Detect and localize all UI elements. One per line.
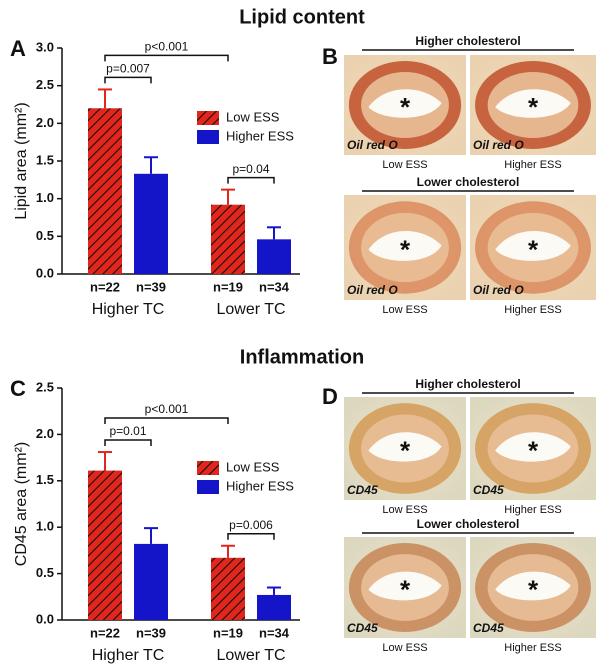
y-tick-label: 0.0 — [36, 265, 54, 280]
panel-letter: C — [10, 376, 26, 401]
significance-bracket — [104, 76, 152, 84]
y-tick-label: 1.5 — [36, 472, 54, 487]
legend-swatch — [197, 480, 219, 494]
significance-label: p=0.04 — [232, 162, 269, 176]
lumen-marker: * — [528, 574, 539, 604]
stain-label: Oil red O — [473, 283, 524, 297]
significance-bracket — [104, 439, 152, 447]
y-tick-label: 0.5 — [36, 228, 54, 243]
group-heading: Higher cholesterol — [415, 34, 520, 48]
panel-letter: A — [10, 36, 26, 61]
bar — [88, 470, 122, 620]
panel-letter: B — [322, 44, 338, 69]
vessel-lumen — [368, 230, 442, 261]
legend-label: Higher ESS — [226, 478, 294, 493]
chart-title: Inflammation — [240, 346, 364, 368]
legend-swatch — [197, 130, 219, 144]
bar — [211, 557, 245, 620]
vessel-lumen — [495, 89, 571, 118]
lumen-marker: * — [400, 92, 411, 122]
image-caption: Higher ESS — [504, 642, 561, 654]
vessel-lumen — [495, 432, 571, 462]
y-tick-label: 0.0 — [36, 611, 54, 626]
vessel-lumen — [368, 432, 442, 462]
n-label: n=19 — [213, 279, 243, 294]
stain-label: Oil red O — [347, 138, 398, 152]
legend-swatch — [197, 111, 219, 125]
legend-label: Higher ESS — [226, 128, 294, 143]
image-caption: Higher ESS — [504, 504, 561, 516]
group-heading: Higher cholesterol — [415, 377, 520, 391]
x-tick-label: Lower TC — [216, 647, 285, 664]
image-caption: Low ESS — [382, 304, 427, 316]
group-heading: Lower cholesterol — [417, 517, 520, 531]
n-label: n=22 — [90, 625, 120, 640]
significance-label: p<0.001 — [145, 40, 189, 54]
n-label: n=39 — [136, 279, 166, 294]
vessel-lumen — [368, 571, 442, 601]
bar — [257, 594, 291, 620]
lumen-marker: * — [528, 435, 539, 465]
stain-label: CD45 — [347, 621, 378, 635]
image-caption: Low ESS — [382, 504, 427, 516]
image-caption: Higher ESS — [504, 304, 561, 316]
significance-label: p<0.001 — [145, 402, 189, 416]
y-tick-label: 3.0 — [36, 39, 54, 54]
vessel-lumen — [495, 571, 571, 601]
y-tick-label: 2.5 — [36, 77, 54, 92]
stain-label: CD45 — [473, 621, 504, 635]
bar — [257, 239, 291, 274]
lumen-marker: * — [528, 234, 539, 264]
legend-label: Low ESS — [226, 459, 280, 474]
n-label: n=34 — [259, 625, 290, 640]
significance-label: p=0.01 — [109, 424, 146, 438]
stain-label: Oil red O — [347, 283, 398, 297]
legend-swatch — [197, 461, 219, 475]
panel-letter: D — [322, 384, 338, 409]
bar — [134, 543, 168, 620]
y-tick-label: 1.5 — [36, 152, 54, 167]
y-axis-label: CD45 area (mm²) — [13, 442, 30, 566]
lumen-marker: * — [400, 435, 411, 465]
significance-bracket — [104, 54, 229, 62]
significance-bracket — [227, 533, 275, 540]
y-tick-label: 2.5 — [36, 379, 54, 394]
significance-label: p=0.007 — [106, 62, 150, 76]
chart-title: Lipid content — [239, 6, 365, 28]
stain-label: Oil red O — [473, 138, 524, 152]
y-tick-label: 1.0 — [36, 519, 54, 534]
group-heading: Lower cholesterol — [417, 175, 520, 189]
y-tick-label: 1.0 — [36, 190, 54, 205]
significance-bracket — [227, 176, 275, 184]
image-caption: Higher ESS — [504, 159, 561, 171]
stain-label: CD45 — [473, 483, 504, 497]
image-caption: Low ESS — [382, 642, 427, 654]
vessel-lumen — [495, 230, 571, 261]
bar — [211, 204, 245, 274]
y-axis-label: Lipid area (mm²) — [13, 102, 30, 219]
lumen-marker: * — [528, 92, 539, 122]
y-tick-label: 2.0 — [36, 426, 54, 441]
y-tick-label: 2.0 — [36, 115, 54, 130]
y-tick-label: 0.5 — [36, 565, 54, 580]
legend-label: Low ESS — [226, 109, 280, 124]
x-tick-label: Lower TC — [216, 301, 285, 318]
n-label: n=22 — [90, 279, 120, 294]
x-tick-label: Higher TC — [92, 301, 165, 318]
lumen-marker: * — [400, 234, 411, 264]
n-label: n=19 — [213, 625, 243, 640]
stain-label: CD45 — [347, 483, 378, 497]
significance-bracket — [104, 417, 229, 425]
bar — [88, 108, 122, 275]
lumen-marker: * — [400, 574, 411, 604]
n-label: n=39 — [136, 625, 166, 640]
significance-label: p=0.006 — [229, 518, 273, 532]
image-caption: Low ESS — [382, 159, 427, 171]
vessel-lumen — [368, 89, 442, 118]
n-label: n=34 — [259, 279, 290, 294]
x-tick-label: Higher TC — [92, 647, 165, 664]
bar — [134, 173, 168, 274]
